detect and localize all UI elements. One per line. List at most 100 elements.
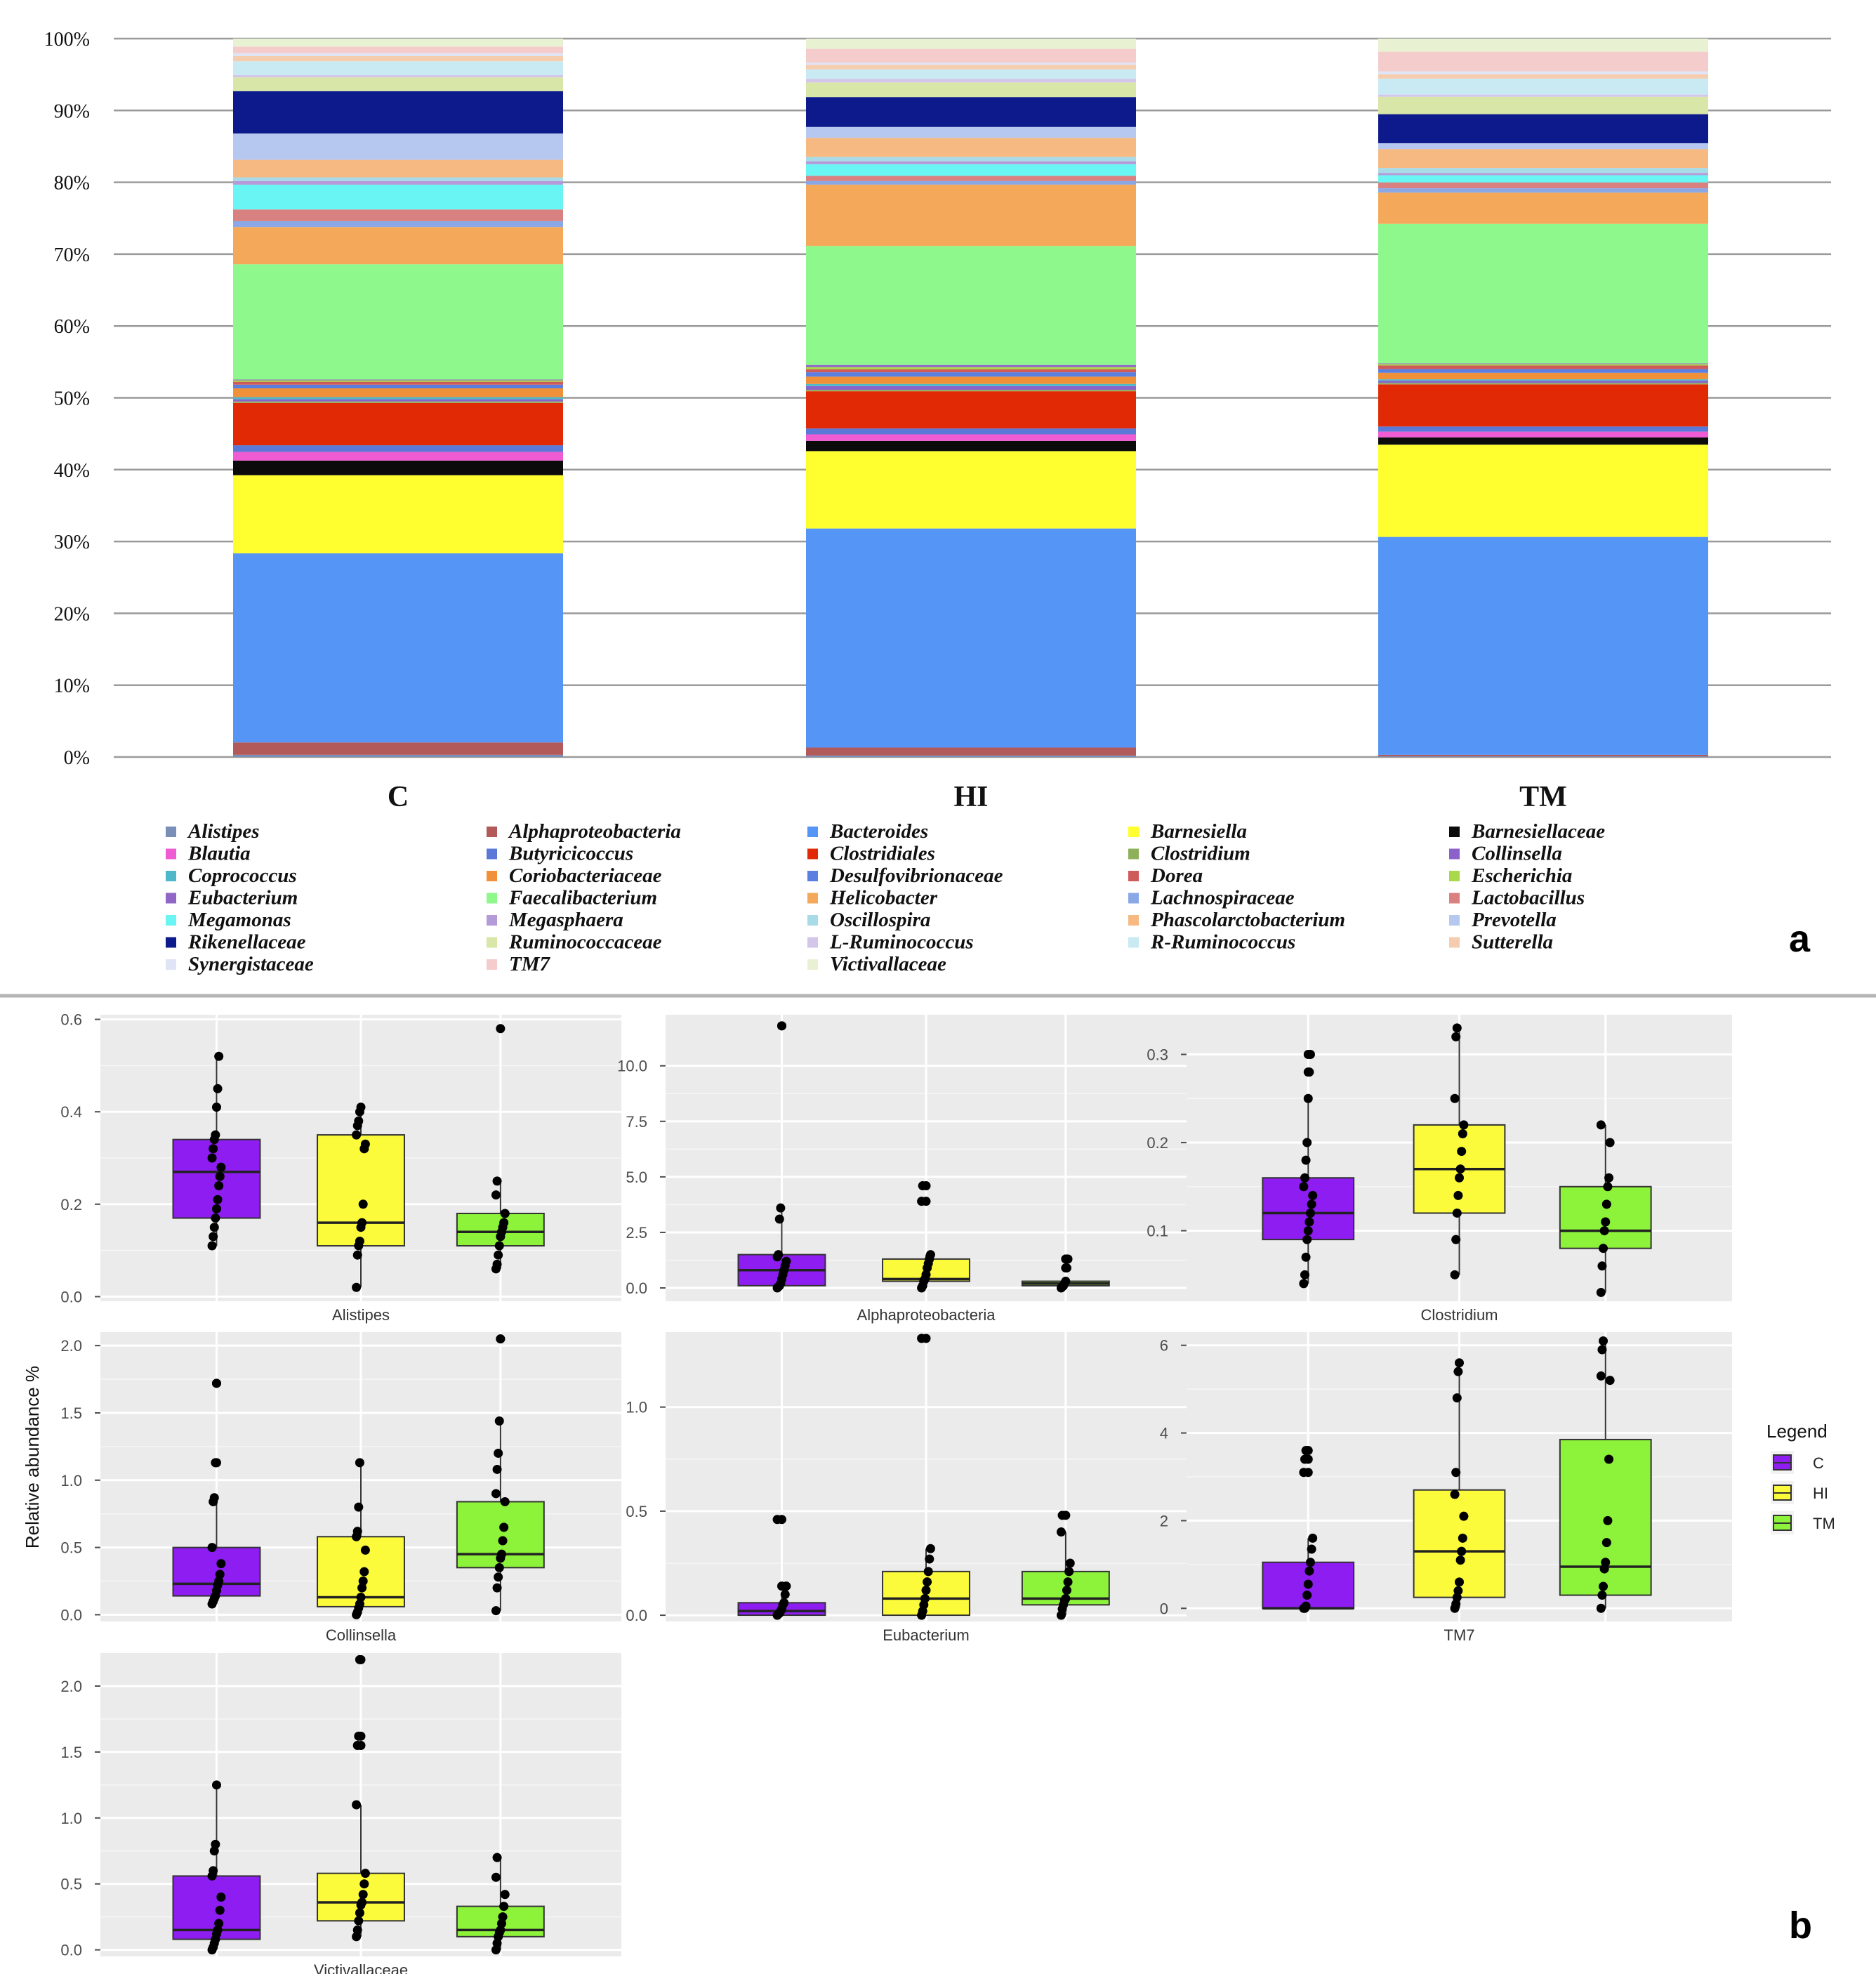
legend-label-oscillospira: Oscillospira xyxy=(830,909,930,931)
data-point-tm xyxy=(494,1572,503,1582)
bar-segment-tm-eubacterium xyxy=(1378,363,1708,364)
outlier-point-c xyxy=(211,1458,221,1468)
data-point-hi xyxy=(358,1890,368,1900)
data-point-c xyxy=(213,1195,223,1204)
data-point-tm xyxy=(1597,1345,1607,1355)
bar-segment-hi-faecalibacterium xyxy=(806,246,1136,365)
y-tick-label: 0.0 xyxy=(626,1279,647,1297)
facet-title-tm7: TM7 xyxy=(1444,1626,1475,1644)
y-tick-label: 2.0 xyxy=(60,1678,82,1695)
data-point-c xyxy=(1303,1093,1313,1103)
legend-swatch-phascolarctobacterium xyxy=(1128,915,1139,926)
facet-title-collinsella: Collinsella xyxy=(326,1626,397,1644)
bar-segment-tm-l-ruminococcus xyxy=(1378,94,1708,97)
data-point-hi xyxy=(1455,1555,1465,1565)
data-point-c xyxy=(209,1866,218,1876)
y-tick-label: 6 xyxy=(1160,1337,1168,1355)
legend-label-megasphaera: Megasphaera xyxy=(508,909,623,931)
bar-segment-tm-blautia xyxy=(1378,431,1708,437)
legend-swatch-prevotella xyxy=(1449,915,1460,926)
data-point-tm xyxy=(492,1259,502,1269)
legend-label-coprococcus: Coprococcus xyxy=(188,864,297,887)
data-point-hi xyxy=(354,1916,364,1926)
bar-segment-c-sutterella xyxy=(233,55,563,62)
bar-segment-tm-prevotella xyxy=(1378,143,1708,150)
bar-segment-c-ruminococcaceae xyxy=(233,77,563,91)
data-point-hi xyxy=(358,1577,368,1586)
data-point-hi xyxy=(921,1586,931,1595)
data-point-c xyxy=(214,1180,224,1190)
y-tick-label: 0.4 xyxy=(60,1103,82,1121)
bar-segment-tm-barnesiella xyxy=(1378,445,1708,537)
facet-alphaproteobacteria: 0.0 2.5 5.0 7.5 10.0 Alphaproteobacteria xyxy=(617,1015,1187,1324)
data-point-tm xyxy=(1062,1586,1071,1595)
legend-swatch-synergistaceae xyxy=(166,959,176,970)
legend-swatch-rikenellaceae xyxy=(166,937,176,948)
data-point-tm xyxy=(1603,1182,1613,1192)
bar-segment-tm-megasphaera xyxy=(1378,173,1708,176)
data-point-hi xyxy=(360,1869,370,1878)
bar-segment-c-helicobacter xyxy=(233,227,563,265)
data-point-c xyxy=(209,1232,218,1242)
legend-swatch-lactobacillus xyxy=(1449,893,1460,904)
bar-segment-hi-victivallaceae xyxy=(806,39,1136,49)
legend-swatch-tm7 xyxy=(487,959,497,970)
outlier-point-hi xyxy=(921,1197,931,1206)
bar-segment-c-rikenellaceae xyxy=(233,91,563,134)
outlier-point-hi xyxy=(356,1654,366,1664)
bar-segment-c-butyricicoccus xyxy=(233,445,563,452)
data-point-tm xyxy=(494,1448,503,1458)
bar-segment-c-barnesiellaceae xyxy=(233,460,563,475)
y-tick-label-20: 20% xyxy=(54,603,90,625)
y-tick-label: 0.5 xyxy=(60,1876,82,1893)
data-point-hi xyxy=(1458,1129,1467,1138)
bar-segment-c-eubacterium xyxy=(233,379,563,381)
y-tick-label-60: 60% xyxy=(54,316,90,338)
data-point-c xyxy=(1305,1558,1315,1567)
bar-segment-tm-clostridium xyxy=(1378,383,1708,385)
legend-swatch-oscillospira xyxy=(807,915,818,926)
data-point-c xyxy=(211,1839,220,1849)
legend-swatch-eubacterium xyxy=(166,893,176,904)
data-point-c xyxy=(774,1214,784,1224)
data-point-tm xyxy=(1056,1527,1066,1537)
data-point-c xyxy=(1305,1208,1315,1218)
data-point-tm xyxy=(498,1536,508,1546)
bar-segment-tm-desulfovibrionaceae xyxy=(1378,369,1708,373)
legend-swatch-l-ruminococcus xyxy=(807,937,818,948)
bar-segment-tm-megamonas xyxy=(1378,175,1708,183)
y-tick-label: 0.0 xyxy=(60,1942,82,1959)
legend-swatch-megasphaera xyxy=(487,915,497,926)
outlier-point-tm xyxy=(496,1334,506,1344)
legend-swatch-alphaproteobacteria xyxy=(487,827,497,837)
legend-swatch-barnesiella xyxy=(1128,827,1139,837)
y-tick-label: 1.0 xyxy=(60,1472,82,1489)
legend-label-alistipes: Alistipes xyxy=(187,820,260,843)
data-point-hi xyxy=(923,1577,932,1587)
data-point-c xyxy=(211,1780,221,1790)
bar-segment-c-bacteroides xyxy=(233,553,563,743)
outlier-point-tm xyxy=(1061,1263,1071,1273)
bar-segment-tm-faecalibacterium xyxy=(1378,223,1708,364)
legend-label-prevotella: Prevotella xyxy=(1471,909,1557,931)
bar-segment-c-megasphaera xyxy=(233,180,563,185)
data-point-hi xyxy=(1459,1511,1469,1521)
data-point-tm xyxy=(494,1241,504,1251)
data-point-hi xyxy=(1452,1208,1462,1218)
bar-segment-hi-escherichia xyxy=(806,367,1136,369)
data-point-c xyxy=(1304,1566,1314,1576)
legend-label-megamonas: Megamonas xyxy=(187,909,291,931)
data-point-tm xyxy=(1596,1287,1606,1297)
legend-label-victivallaceae: Victivallaceae xyxy=(830,953,946,975)
bar-segment-hi-megasphaera xyxy=(806,161,1136,164)
legend-swatch-desulfovibrionaceae xyxy=(807,871,818,881)
data-point-c xyxy=(1307,1199,1316,1209)
legend-swatch-collinsella xyxy=(1449,848,1460,860)
data-point-tm xyxy=(1597,1591,1607,1600)
y-tick-label: 2 xyxy=(1160,1512,1168,1529)
data-point-c xyxy=(1299,1182,1309,1192)
data-point-tm xyxy=(494,1250,503,1260)
bar-segment-hi-synergistaceae xyxy=(806,62,1136,65)
data-point-tm xyxy=(494,1416,504,1426)
bar-segment-hi-coprococcus xyxy=(806,383,1136,386)
